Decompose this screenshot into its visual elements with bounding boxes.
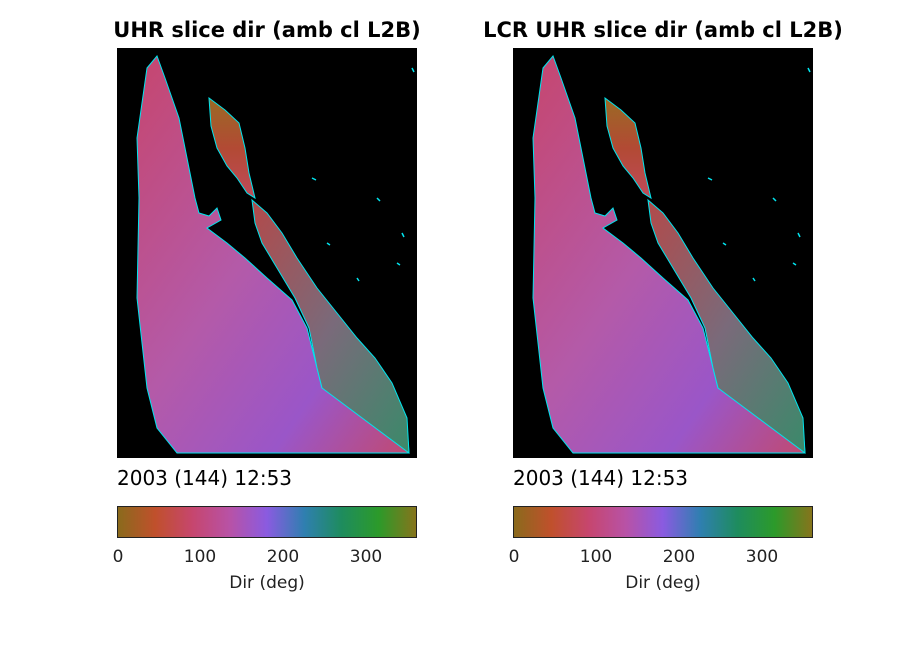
left-colorbar-tick: 200	[266, 547, 300, 567]
left-colorbar-label: Dir (deg)	[229, 573, 305, 593]
right-eastern-strip	[647, 198, 806, 455]
right-colorbar-tick: 300	[745, 547, 779, 567]
right-colorbar-label: Dir (deg)	[625, 573, 701, 593]
left-peninsula-region	[136, 55, 410, 454]
right-direction-map	[513, 48, 813, 458]
left-colorbar	[117, 506, 417, 538]
left-map-svg	[136, 55, 415, 455]
right-colorbar	[513, 506, 813, 538]
right-timestamp: 2003 (144) 12:53	[513, 466, 689, 490]
right-north-island	[604, 96, 652, 200]
left-colorbar-tick: 0	[112, 547, 124, 567]
right-panel-title: LCR UHR slice dir (amb cl L2B)	[483, 18, 843, 42]
right-peninsula-region	[532, 55, 806, 454]
left-panel: UHR slice dir (amb cl L2B)	[67, 0, 467, 652]
left-colorbar-tick: 300	[349, 547, 383, 567]
left-panel-title: UHR slice dir (amb cl L2B)	[113, 18, 421, 42]
left-north-island	[208, 96, 256, 200]
right-colorbar-tick: 200	[662, 547, 696, 567]
right-colorbar-tick: 0	[508, 547, 520, 567]
left-direction-map	[117, 48, 417, 458]
left-timestamp: 2003 (144) 12:53	[117, 466, 293, 490]
right-coast-fragments	[707, 67, 811, 282]
left-coast-fragments	[311, 67, 415, 282]
left-eastern-strip	[251, 198, 410, 455]
right-panel: LCR UHR slice dir (amb cl L2B)	[463, 0, 863, 652]
left-colorbar-tick: 100	[183, 547, 217, 567]
right-colorbar-tick: 100	[579, 547, 613, 567]
right-map-svg	[532, 55, 811, 455]
